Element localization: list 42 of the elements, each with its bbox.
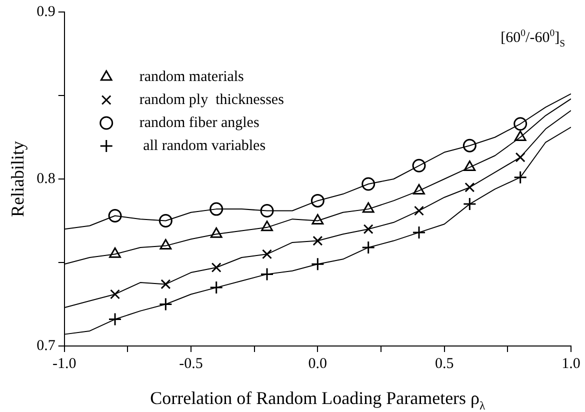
x-tick-label: 1.0 <box>562 356 580 372</box>
y-axis-title: Reliability <box>8 141 28 217</box>
point <box>210 202 224 216</box>
legend-label: random fiber angles <box>139 114 260 131</box>
point <box>464 182 475 192</box>
point <box>412 158 426 172</box>
point <box>261 220 273 232</box>
point <box>108 208 122 222</box>
point <box>514 117 528 131</box>
y-tick-label: 0.9 <box>36 4 56 20</box>
point <box>160 279 171 290</box>
point <box>514 130 526 141</box>
point <box>109 247 121 258</box>
legend-label: all random variables <box>139 138 266 154</box>
x-tick-label: 0.0 <box>308 356 328 372</box>
point <box>362 177 376 191</box>
y-tick-label: 0.8 <box>36 170 56 187</box>
point <box>363 224 374 234</box>
legend-label: random materials <box>139 68 244 85</box>
point <box>464 160 476 172</box>
point <box>362 202 374 213</box>
point <box>312 236 323 246</box>
point <box>211 262 222 273</box>
point <box>210 227 222 238</box>
point <box>310 194 324 208</box>
point <box>158 214 172 228</box>
point <box>160 239 172 250</box>
point <box>515 152 526 162</box>
point <box>312 214 324 224</box>
point <box>462 197 476 211</box>
x-tick-label: 0.5 <box>434 356 454 372</box>
x-tick-label: -1.0 <box>52 356 76 372</box>
point <box>260 204 274 218</box>
point <box>262 249 272 260</box>
y-tick-label: 0.7 <box>36 338 56 354</box>
point <box>413 184 425 194</box>
point <box>110 289 120 300</box>
x-tick-label: -0.5 <box>179 356 203 372</box>
point <box>514 170 528 184</box>
point <box>462 138 476 152</box>
point <box>414 206 424 216</box>
legend-label: random ply thicknesses <box>139 92 284 108</box>
